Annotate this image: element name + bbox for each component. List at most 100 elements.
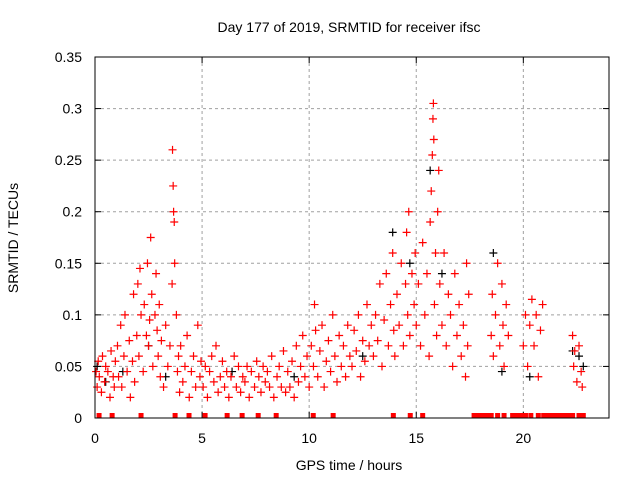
red-point (488, 290, 497, 299)
red-point (273, 372, 282, 381)
red-point (530, 341, 539, 350)
black-point (575, 352, 584, 361)
red-point (444, 290, 453, 299)
red-point (403, 310, 412, 319)
red-point (448, 362, 457, 371)
red-point (322, 357, 331, 366)
red-point (356, 372, 365, 381)
red-point (175, 388, 184, 397)
zero-marker (407, 413, 413, 418)
red-point (442, 341, 451, 350)
zero-marker (484, 413, 490, 418)
red-point (310, 300, 319, 309)
red-point (185, 393, 194, 402)
red-point (117, 383, 126, 392)
red-point (575, 341, 584, 350)
red-point (296, 362, 305, 371)
red-point (369, 352, 378, 361)
red-point (156, 372, 165, 381)
red-point (434, 166, 443, 175)
red-point (399, 341, 408, 350)
red-point (386, 300, 395, 309)
red-point (337, 362, 346, 371)
zero-marker (541, 413, 547, 418)
zero-marker (516, 413, 522, 418)
red-point (446, 310, 455, 319)
red-point (461, 372, 470, 381)
red-point (209, 377, 218, 386)
zero-marker (471, 413, 477, 418)
zero-marker (96, 413, 102, 418)
zero-marker (481, 413, 487, 418)
zero-marker (330, 413, 336, 418)
red-point (422, 269, 431, 278)
red-point (230, 352, 239, 361)
red-point (94, 357, 103, 366)
red-point (343, 321, 352, 330)
red-point (281, 388, 290, 397)
red-point (173, 367, 182, 376)
zero-marker (488, 413, 494, 418)
red-point (410, 300, 419, 309)
zero-marker (535, 413, 541, 418)
red-point (491, 310, 500, 319)
red-point (502, 300, 511, 309)
red-point (450, 269, 459, 278)
red-point (161, 321, 170, 330)
red-point (429, 135, 438, 144)
black-point (405, 259, 414, 268)
zero-marker (186, 413, 192, 418)
x-tick-label: 20 (516, 430, 532, 446)
red-point (168, 279, 177, 288)
red-point (128, 357, 137, 366)
red-point (497, 279, 506, 288)
red-point (155, 300, 164, 309)
zero-marker (544, 413, 550, 418)
red-point (119, 352, 128, 361)
y-tick-label: 0.35 (55, 49, 82, 65)
red-point (487, 331, 496, 340)
red-point (153, 326, 162, 335)
x-tick-label: 10 (301, 430, 317, 446)
red-point (180, 362, 189, 371)
red-point (375, 279, 384, 288)
red-point (267, 352, 276, 361)
zero-marker (172, 413, 178, 418)
red-point (292, 341, 301, 350)
red-point (120, 310, 129, 319)
red-point (420, 310, 429, 319)
red-point (226, 372, 235, 381)
red-point (358, 336, 367, 345)
red-point (165, 341, 174, 350)
red-point (315, 346, 324, 355)
zero-marker (519, 413, 525, 418)
zero-marker (501, 413, 507, 418)
red-point (330, 352, 339, 361)
red-point (489, 352, 498, 361)
red-point (365, 341, 374, 350)
red-point (114, 372, 123, 381)
red-point (313, 372, 322, 381)
y-tick-label: 0.15 (55, 255, 82, 271)
red-point (534, 372, 543, 381)
red-point (216, 372, 225, 381)
red-point (360, 357, 369, 366)
y-axis-label: SRMTID / TECUs (5, 183, 21, 293)
red-point (498, 321, 507, 330)
red-point (326, 367, 335, 376)
red-point (187, 367, 196, 376)
red-point (263, 367, 272, 376)
x-axis-label: GPS time / hours (296, 457, 403, 473)
red-point (134, 352, 143, 361)
red-point (126, 393, 135, 402)
red-point (428, 150, 437, 159)
zero-marker (566, 413, 572, 418)
red-point (428, 114, 437, 123)
black-point (525, 372, 534, 381)
red-point (371, 310, 380, 319)
red-point (463, 341, 472, 350)
x-tick-label: 0 (91, 430, 99, 446)
black-point (290, 372, 299, 381)
red-point (92, 367, 101, 376)
